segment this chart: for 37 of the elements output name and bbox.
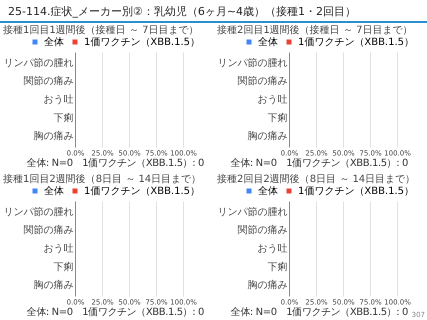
legend-label: 全体 [258, 36, 278, 48]
y-tick-label: おう吐 [44, 242, 74, 254]
y-tick-label: 関節の痛み [238, 224, 288, 236]
legend-label: 全体 [44, 185, 64, 197]
legend-label: 全体 [44, 36, 64, 48]
chart-title: 25-114.症状_メーカー別②：乳幼児（6ヶ月~4歳）（接種1・2回目） [8, 4, 356, 19]
chart-title: 接種2回目2週間後（8日目 ～ 14日目まで） [217, 173, 416, 185]
y-tick-label: おう吐 [44, 94, 74, 106]
text: 全体: N=0 1価ワクチン（XBB.1.5）: 0 [26, 307, 204, 319]
y-tick-label: 関節の痛み [238, 75, 288, 88]
y-tick-label: 下痢 [268, 260, 288, 273]
text: 全体: N=0 1価ワクチン（XBB.1.5）: 0 [26, 158, 204, 170]
y-tick-label: 胸の痛み [248, 279, 288, 292]
y-tick-label: おう吐 [258, 242, 288, 254]
text: 全体: N=0 1価ワクチン（XBB.1.5）: 0 [230, 158, 408, 170]
chart-subtitle: 接種1回目1週間後（接種日 ～ 7日目まで） [3, 24, 198, 36]
y-tick-label: 胸の痛み [248, 130, 288, 142]
y-tick-label: 胸の痛み [34, 130, 74, 142]
legend-label: 1価ワクチン（XBB.1.5） [84, 37, 200, 48]
chart-title: 接種1回目2週間後（8日目 ～ 14日目まで） [3, 173, 202, 185]
y-tick-label: 下痢 [54, 260, 74, 273]
y-tick-label: 関節の痛み [24, 75, 74, 88]
y-tick-label: おう吐 [258, 94, 288, 106]
text: 全体: N=0 1価ワクチン（XBB.1.5）: 0 [230, 307, 408, 319]
y-tick-label: リンパ節の腫れ [218, 56, 288, 69]
legend-label: 1価ワクチン（XBB.1.5） [298, 37, 414, 48]
legend-label: 1価ワクチン（XBB.1.5） [84, 186, 200, 197]
y-tick-label: 下痢 [268, 112, 288, 124]
y-tick-label: リンパ節の腫れ [218, 206, 288, 218]
legend-label: 全体 [258, 185, 278, 197]
chart-title: 接種2回目1週間後（接種日 ～ 7日目まで） [217, 24, 412, 36]
y-tick-label: 関節の痛み [24, 224, 74, 236]
y-tick-label: 下痢 [54, 112, 74, 124]
legend-label: 1価ワクチン（XBB.1.5） [298, 186, 414, 197]
y-tick-label: 胸の痛み [34, 279, 74, 292]
y-tick-label: リンパ節の腫れ [4, 56, 74, 69]
y-tick-label: リンパ節の腫れ [4, 206, 74, 218]
